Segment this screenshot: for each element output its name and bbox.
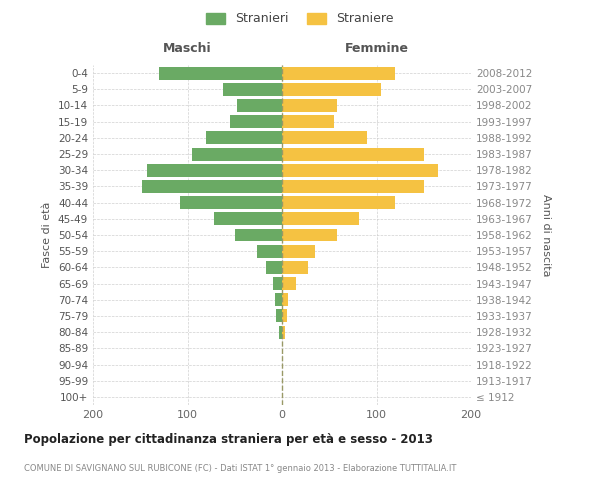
- Bar: [282, 99, 337, 112]
- Bar: [282, 277, 296, 290]
- Text: COMUNE DI SAVIGNANO SUL RUBICONE (FC) - Dati ISTAT 1° gennaio 2013 - Elaborazion: COMUNE DI SAVIGNANO SUL RUBICONE (FC) - …: [24, 464, 457, 473]
- Bar: [282, 310, 287, 322]
- Legend: Stranieri, Straniere: Stranieri, Straniere: [203, 8, 397, 29]
- Bar: [282, 261, 308, 274]
- Bar: [180, 196, 282, 209]
- Bar: [282, 83, 381, 96]
- Bar: [277, 310, 282, 322]
- Bar: [282, 148, 424, 160]
- Text: Maschi: Maschi: [163, 42, 212, 55]
- Bar: [282, 212, 359, 226]
- Text: Femmine: Femmine: [344, 42, 409, 55]
- Bar: [206, 132, 282, 144]
- Bar: [257, 244, 282, 258]
- Y-axis label: Anni di nascita: Anni di nascita: [541, 194, 551, 276]
- Bar: [235, 228, 282, 241]
- Bar: [159, 66, 282, 80]
- Bar: [282, 164, 438, 176]
- Bar: [266, 261, 282, 274]
- Bar: [214, 212, 282, 226]
- Bar: [274, 277, 282, 290]
- Y-axis label: Fasce di età: Fasce di età: [43, 202, 52, 268]
- Bar: [282, 244, 315, 258]
- Bar: [282, 228, 337, 241]
- Bar: [147, 164, 282, 176]
- Text: Popolazione per cittadinanza straniera per età e sesso - 2013: Popolazione per cittadinanza straniera p…: [24, 432, 433, 446]
- Bar: [282, 115, 334, 128]
- Bar: [275, 294, 282, 306]
- Bar: [279, 326, 282, 338]
- Bar: [230, 115, 282, 128]
- Bar: [282, 66, 395, 80]
- Bar: [282, 180, 424, 193]
- Bar: [192, 148, 282, 160]
- Bar: [236, 99, 282, 112]
- Bar: [223, 83, 282, 96]
- Bar: [282, 294, 287, 306]
- Bar: [142, 180, 282, 193]
- Bar: [282, 196, 395, 209]
- Bar: [282, 326, 285, 338]
- Bar: [282, 132, 367, 144]
